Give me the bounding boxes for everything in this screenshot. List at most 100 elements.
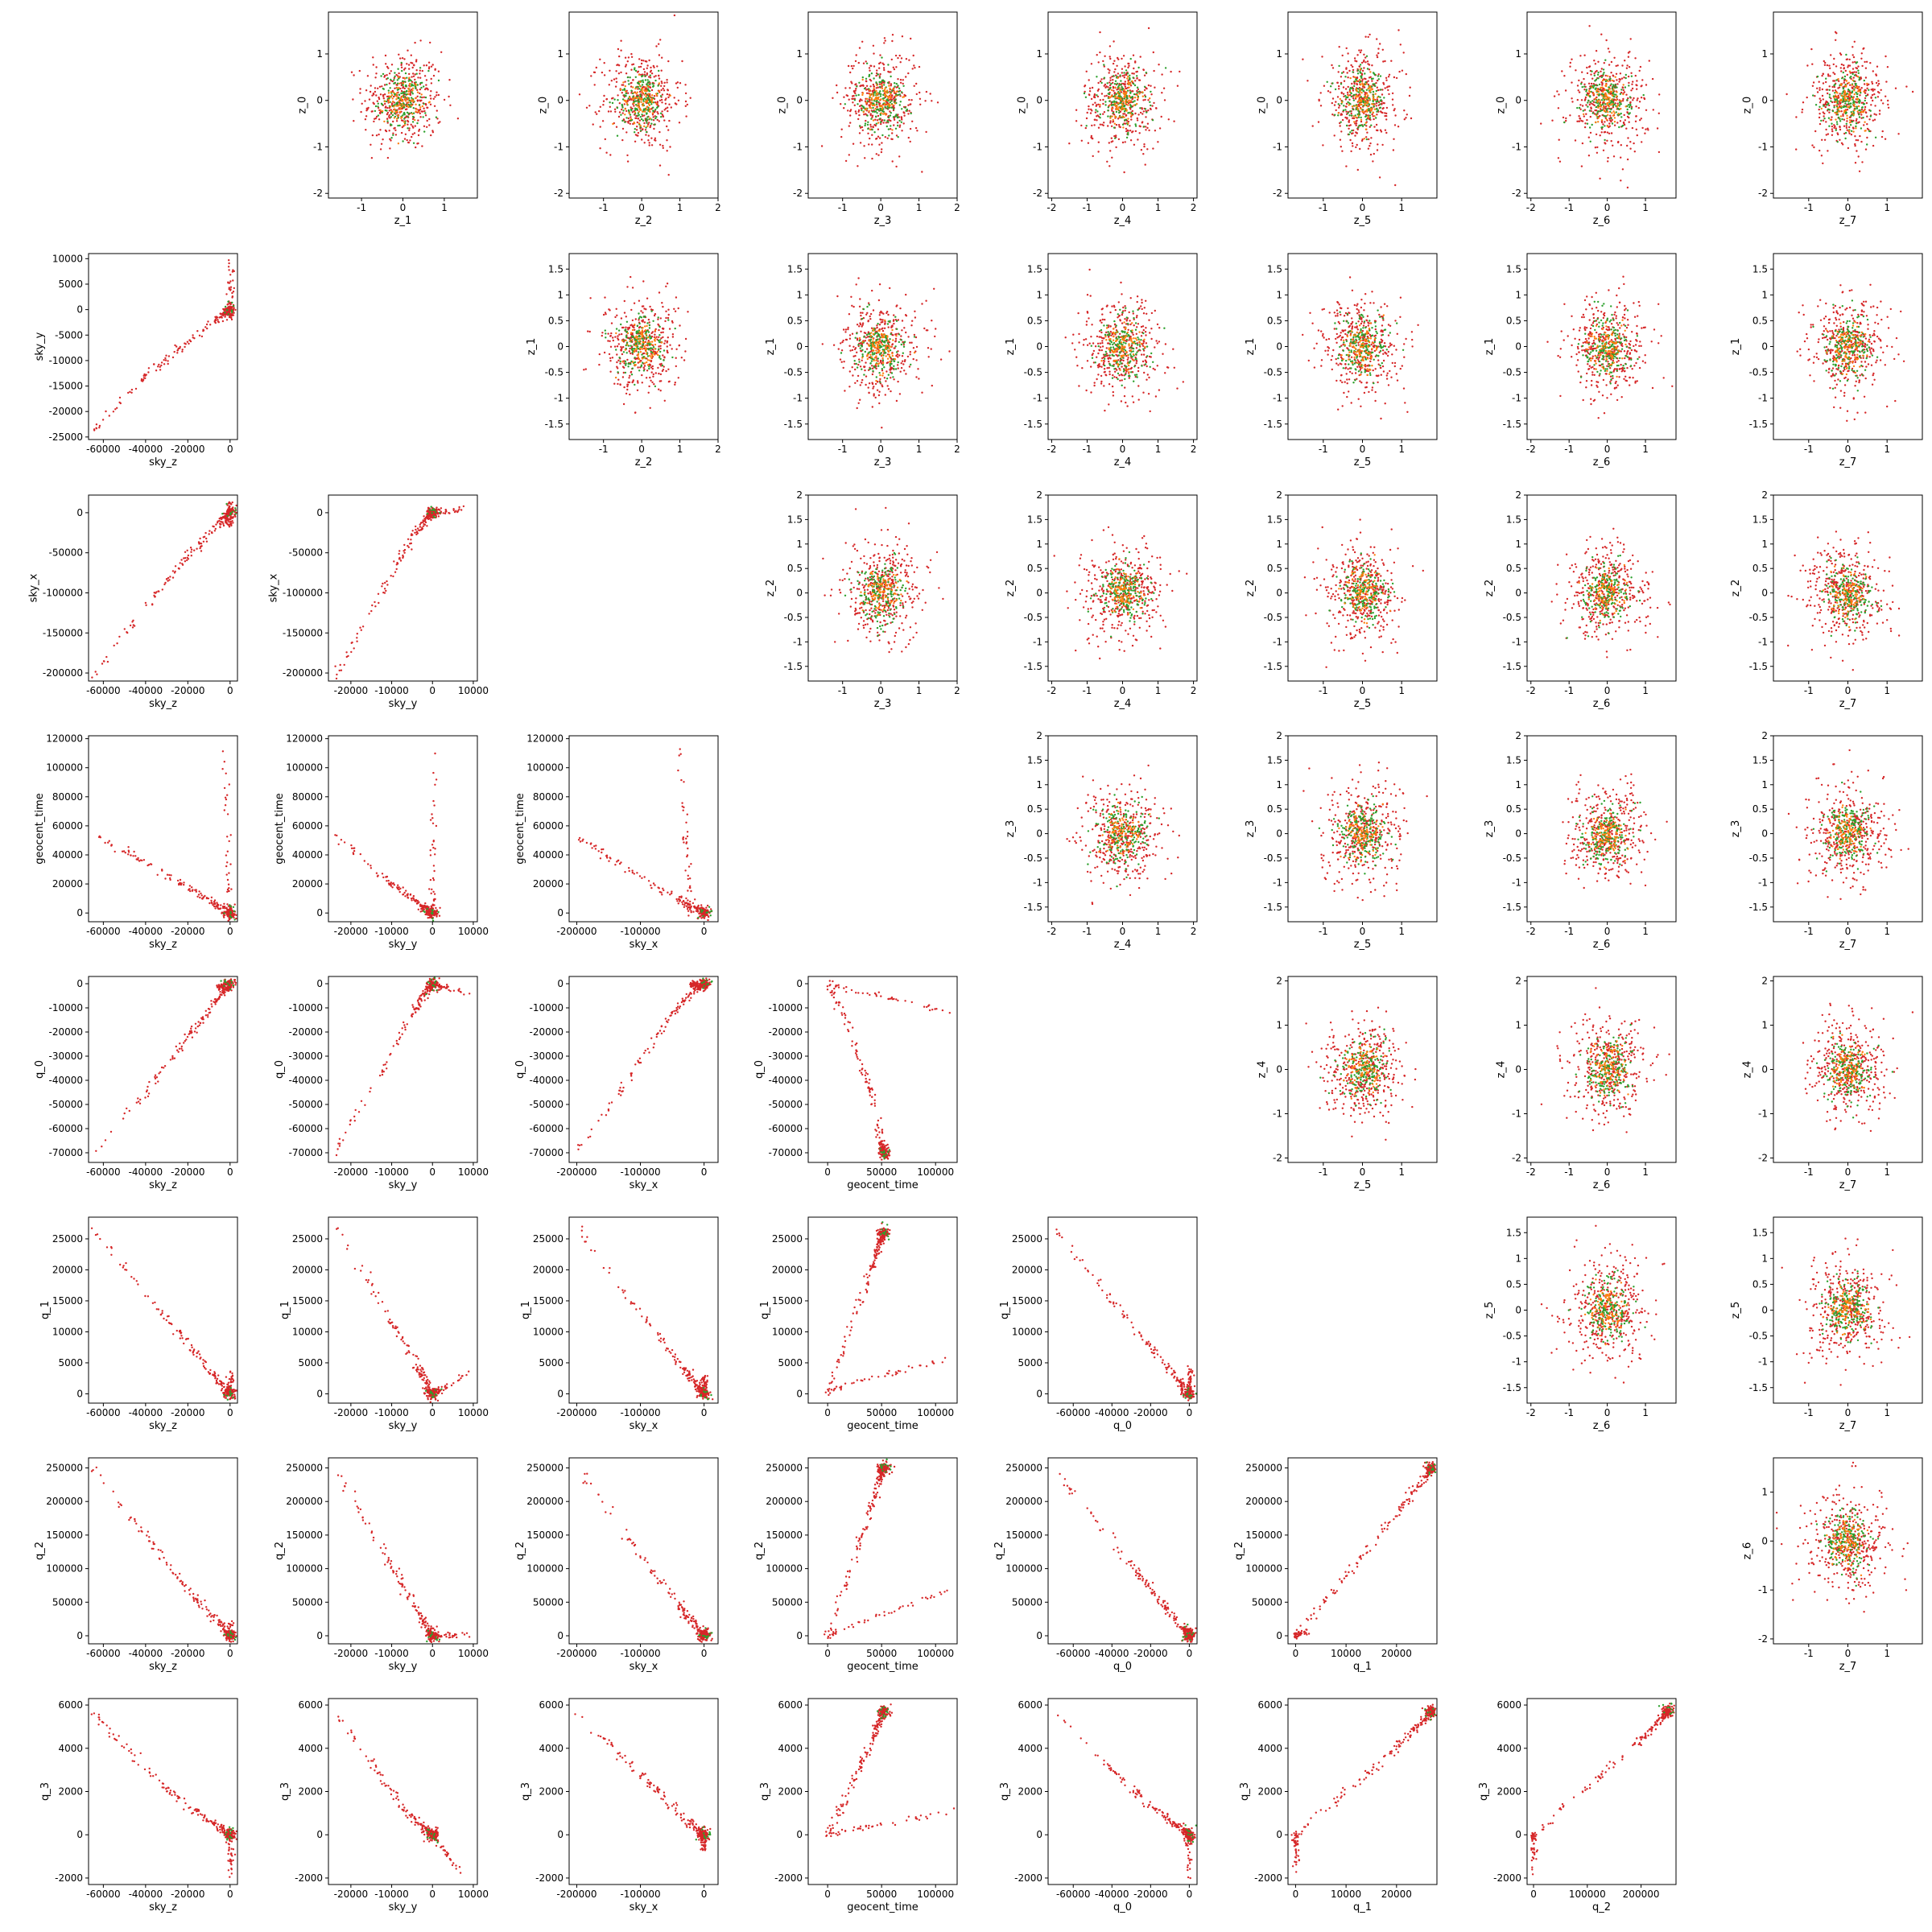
scatter-point [892,66,895,69]
scatter-point [1604,93,1607,95]
scatter-point [1358,78,1361,81]
scatter-point [673,97,675,99]
scatter-point [1108,97,1111,99]
scatter-point [397,68,399,70]
scatter-point [1871,80,1873,84]
scatter-point [1856,118,1858,121]
scatter-point [650,72,654,75]
scatter-point [1139,107,1141,109]
scatter-point [1814,95,1816,97]
scatter-point [1581,105,1584,107]
scatter-point [1874,105,1876,107]
scatter-point [857,109,861,112]
axes-frame [88,253,238,440]
scatter-point [1137,97,1139,99]
scatter-point [844,103,847,105]
scatter-point [1336,96,1340,98]
scatter-point [1113,95,1115,98]
y-axis-label: z_0 [297,97,309,114]
scatter-point [870,97,873,100]
scatter-point [643,125,646,128]
scatter-panel-z_1-vs-z_2: -1 0 1 2-1.5-1-0.500.511.5z_2z_1 [526,253,721,469]
scatter-point [1854,142,1856,146]
scatter-point [1600,126,1603,129]
scatter-point [1591,70,1593,72]
x-tick-label: 0 [1604,202,1611,213]
scatter-point [621,119,624,122]
scatter-point [1388,93,1390,96]
scatter-point [1376,54,1378,56]
scatter-point [225,293,228,295]
scatter-point [222,308,225,311]
scatter-point [1869,109,1872,112]
scatter-point [1107,68,1109,71]
scatter-point [366,75,369,77]
scatter-point [1377,129,1379,132]
scatter-point [1088,79,1090,81]
scatter-point [1340,114,1342,116]
scatter-point [1348,127,1350,130]
scatter-point [1345,97,1348,99]
scatter-point [1368,64,1371,66]
scatter-point [364,118,367,121]
scatter-point [1134,130,1137,133]
scatter-point [1137,138,1139,141]
scatter-point [419,67,422,69]
scatter-point [404,72,407,75]
scatter-point [1342,86,1345,89]
scatter-point [403,124,407,126]
scatter-point [229,280,232,283]
x-tick-label: 0 [877,202,884,213]
scatter-point [402,114,404,117]
scatter-point [427,101,431,104]
scatter-point [883,80,886,83]
scatter-point [221,312,225,315]
scatter-point [411,85,415,87]
scatter-point [632,86,634,89]
scatter-point [1129,89,1132,92]
scatter-point [411,97,413,99]
scatter-point [171,356,175,359]
scatter-point [1588,25,1591,27]
scatter-point [622,109,625,112]
scatter-point [648,142,650,144]
scatter-point [865,92,869,95]
scatter-point [1150,85,1152,87]
scatter-point [386,77,389,80]
scatter-point [1121,68,1124,70]
scatter-point [1377,100,1379,103]
scatter-point [1620,89,1623,91]
scatter-point [853,99,857,101]
scatter-point [430,77,432,80]
scatter-point [382,138,384,141]
scatter-point [1147,109,1150,112]
scatter-point [1833,57,1835,60]
scatter-point [1600,109,1602,113]
scatter-point [1113,122,1117,125]
scatter-point [1108,93,1111,96]
scatter-point [1344,98,1348,101]
scatter-point [403,87,406,90]
scatter-point [415,81,417,84]
scatter-point [1840,110,1843,113]
scatter-point [1371,80,1373,82]
scatter-point [1876,96,1880,98]
scatter-point [1109,76,1112,79]
scatter-point [1845,122,1847,125]
scatter-point [874,124,877,127]
scatter-point [640,310,642,312]
scatter-point [1133,72,1135,75]
scatter-point [1099,99,1102,101]
scatter-point [425,79,428,81]
scatter-point [647,123,650,126]
scatter-point [393,104,396,106]
scatter-point [372,64,374,66]
scatter-point [1133,97,1137,99]
scatter-point [403,138,407,140]
scatter-point [1869,115,1872,118]
scatter-point [876,119,879,122]
scatter-point [1353,85,1356,88]
scatter-point [636,105,638,107]
scatter-point [1610,83,1612,85]
